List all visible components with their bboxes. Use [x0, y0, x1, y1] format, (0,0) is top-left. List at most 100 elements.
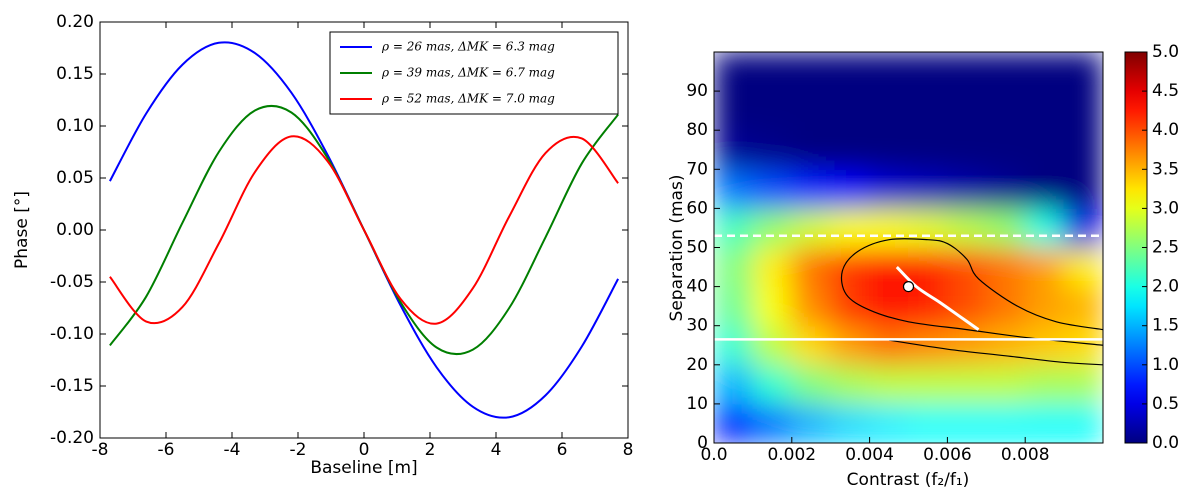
- heatmap-cell: [946, 364, 987, 405]
- heatmap-cell: [830, 129, 871, 170]
- y-tick-label: 0.10: [56, 116, 94, 136]
- overlays: [714, 234, 1103, 366]
- y-tick-label: -0.10: [50, 324, 94, 344]
- contour: [888, 339, 1103, 366]
- y-tick-label: 0: [697, 433, 708, 453]
- y-tick-label: 30: [686, 316, 708, 336]
- heatmap-cell: [946, 90, 987, 131]
- heatmap-cell: [791, 129, 832, 170]
- heatmap-cell: [869, 90, 909, 131]
- heatmap-cell: [985, 247, 1026, 288]
- track-line: [895, 265, 980, 331]
- heatmap-clip: [714, 52, 1103, 443]
- x-tick-label: -6: [158, 440, 175, 460]
- heatmap-cell: [714, 286, 754, 327]
- series-line: [109, 135, 619, 325]
- heatmap-cell: [946, 52, 987, 92]
- heatmap-cell: [752, 52, 793, 92]
- heatmap-cell: [714, 90, 754, 131]
- heatmap-cell: [985, 52, 1026, 92]
- heatmap-cell: [1024, 52, 1065, 92]
- heatmap-cell: [791, 90, 832, 131]
- legend-label: ρ = 26 mas, ΔMK = 6.3 mag: [381, 40, 555, 54]
- heatmap-cell: [714, 247, 754, 288]
- heatmap-cell: [869, 286, 909, 327]
- x-tick-label: 0: [359, 440, 370, 460]
- heatmap-cell: [1063, 247, 1103, 288]
- colorbar-tick-label: 5.0: [1152, 42, 1179, 62]
- heatmap-cell: [908, 90, 948, 131]
- x-tick-label: 0.0: [700, 445, 727, 465]
- contour: [840, 238, 1103, 346]
- y-tick-label: 0.05: [56, 168, 94, 188]
- heatmap-cell: [830, 286, 871, 327]
- colorbar-tick-label: 1.0: [1152, 355, 1179, 375]
- heatmap-cell: [752, 207, 793, 248]
- y-tick-label: 50: [686, 238, 708, 258]
- heatmap-cell: [946, 286, 987, 327]
- heatmap-cell: [714, 207, 754, 248]
- heatmap-cell: [869, 129, 909, 170]
- heatmap-cell: [985, 286, 1026, 327]
- x-tick-label: 6: [557, 440, 568, 460]
- heatmap-cell: [869, 168, 909, 209]
- heatmap-cell: [908, 52, 948, 92]
- heatmap-cell: [830, 168, 871, 209]
- heatmap-cell: [946, 129, 987, 170]
- heatmap-cell: [791, 52, 832, 92]
- heatmap-cell: [1024, 129, 1065, 170]
- heatmap-cell: [830, 90, 871, 131]
- heatmap-cell: [1024, 403, 1065, 443]
- heatmap-cell: [1063, 364, 1103, 405]
- heatmap-cell: [1024, 247, 1065, 288]
- heatmap-cell: [752, 403, 793, 443]
- heatmap-cell: [714, 364, 754, 405]
- heatmap-cell: [830, 52, 871, 92]
- y-tick-label: 0.15: [56, 64, 94, 84]
- heatmap-cell: [791, 286, 832, 327]
- heatmap-cell: [1063, 286, 1103, 327]
- y-axis-label: Separation (mas): [667, 175, 687, 322]
- heatmap-cell: [1063, 207, 1103, 248]
- heatmap-cell: [714, 168, 754, 209]
- heatmap-cell: [946, 168, 987, 209]
- y-tick-label: 10: [686, 394, 708, 414]
- heatmap-cell: [1063, 325, 1103, 366]
- y-tick-label: 0.20: [56, 12, 94, 32]
- y-tick-label: 80: [686, 120, 708, 140]
- x-axis-label: Contrast (f₂/f₁): [847, 470, 970, 490]
- heatmap-cell: [908, 325, 948, 366]
- heatmap-cell: [791, 168, 832, 209]
- colorbar-tick-label: 0.0: [1152, 433, 1179, 453]
- heatmap-cell: [869, 325, 909, 366]
- heatmap-cell: [985, 168, 1026, 209]
- x-axis-label: Baseline [m]: [310, 458, 417, 478]
- heatmap-cell: [1063, 168, 1103, 209]
- heatmap-cell: [908, 286, 948, 327]
- heatmap-cell: [752, 364, 793, 405]
- y-tick-label: 0.00: [56, 220, 94, 240]
- heatmap-cell: [830, 364, 871, 405]
- heatmap-cell: [714, 52, 754, 92]
- heatmap-cell: [1063, 90, 1103, 131]
- heatmap-cell: [830, 207, 871, 248]
- heatmap-cell: [752, 90, 793, 131]
- heatmap-cell: [908, 403, 948, 443]
- heatmap-cell: [946, 403, 987, 443]
- heatmap-cell: [985, 207, 1026, 248]
- heatmap-cell: [791, 247, 832, 288]
- heatmap-cell: [752, 325, 793, 366]
- heatmap-cell: [752, 129, 793, 170]
- heatmap-cell: [1024, 168, 1065, 209]
- colorbar-tick-label: 1.5: [1152, 316, 1179, 336]
- heatmap-cell: [1024, 207, 1065, 248]
- heatmap-cell: [714, 129, 754, 170]
- heatmap-cell: [908, 364, 948, 405]
- heatmap-cell: [830, 403, 871, 443]
- y-tick-label: 90: [686, 81, 708, 101]
- legend-label: ρ = 52 mas, ΔMK = 7.0 mag: [381, 92, 555, 106]
- heatmap-cell: [1024, 286, 1065, 327]
- heatmap-cell: [791, 364, 832, 405]
- y-tick-label: 70: [686, 159, 708, 179]
